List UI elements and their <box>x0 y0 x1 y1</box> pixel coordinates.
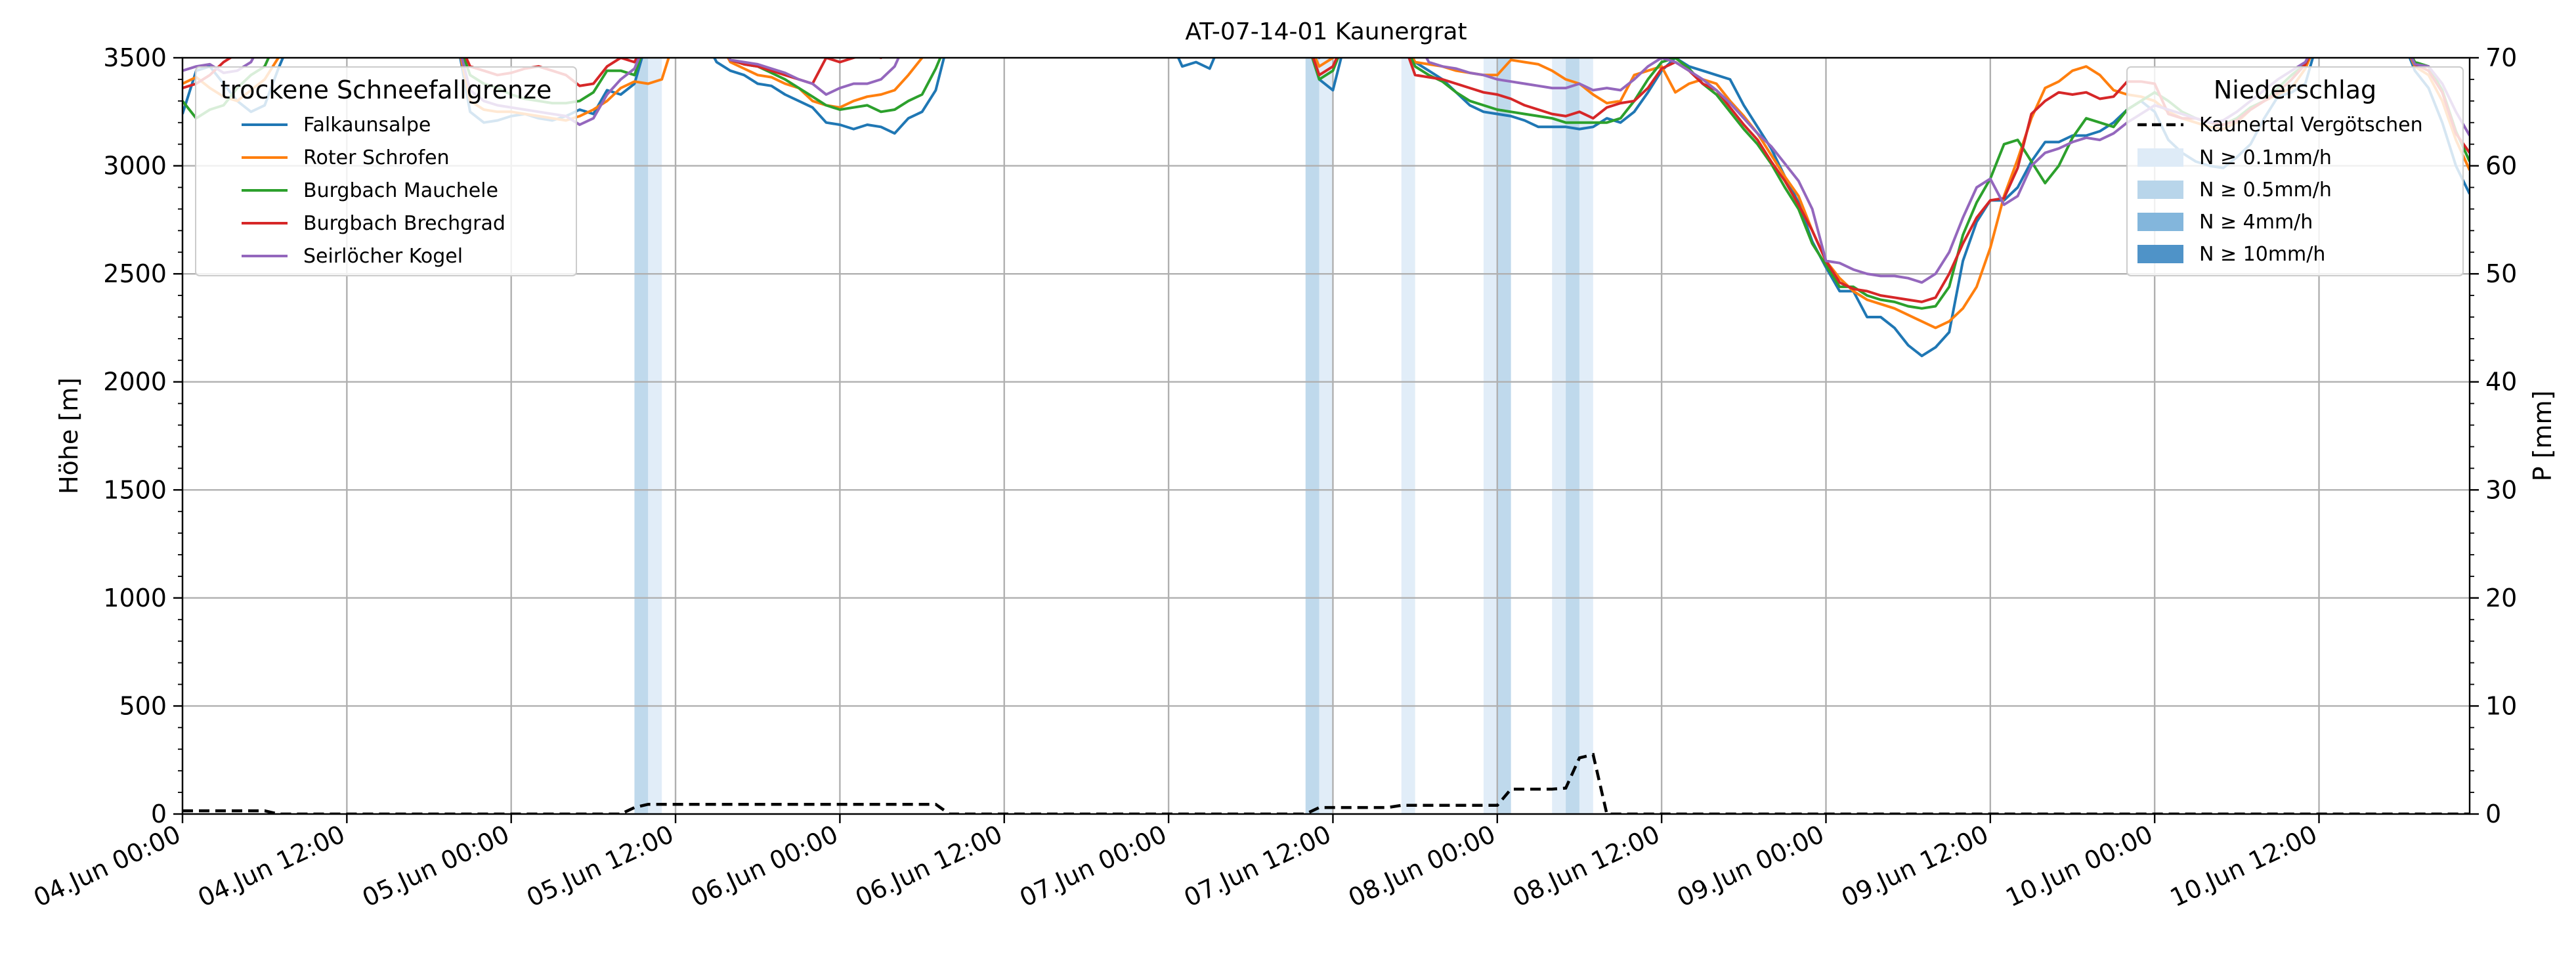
y2-tick-label: 30 <box>2485 475 2517 504</box>
legend-band-label-1: N ≥ 0.5mm/h <box>2199 179 2332 202</box>
precip-band-0 <box>634 58 649 814</box>
y2-tick-label: 20 <box>2485 584 2517 612</box>
legend-band-label-2: N ≥ 4mm/h <box>2199 211 2313 234</box>
precip-band-1 <box>648 58 662 814</box>
y2-tick-label: 10 <box>2485 691 2517 720</box>
precip-band-7 <box>1552 58 1566 814</box>
precip-band-6 <box>1497 58 1511 814</box>
precip-band-9 <box>1579 58 1593 814</box>
series-line-falkaunsalpe <box>182 58 2470 358</box>
y2-axis-label: P [mm] <box>2528 391 2557 482</box>
precip-band-4 <box>1401 58 1415 814</box>
y2-tick-label: 50 <box>2485 259 2517 288</box>
legend-band-swatch-1 <box>2137 181 2183 199</box>
right-axis-ticks: 0 10 20 30 40 50 60 70 <box>2470 43 2517 828</box>
legend-band-swatch-2 <box>2137 213 2183 231</box>
precipitation-bands <box>634 58 1593 814</box>
y-tick-label: 2500 <box>103 259 167 288</box>
precip-band-3 <box>1319 58 1333 814</box>
y-tick-label: 3500 <box>103 43 167 72</box>
precip-band-5 <box>1483 58 1497 814</box>
y2-tick-label: 40 <box>2485 368 2517 397</box>
y2-tick-label: 70 <box>2485 43 2517 72</box>
left-axis-ticks: 0 500 1000 1500 2000 2500 3000 3500 <box>103 43 182 828</box>
legend-label-falkaunsalpe: Falkaunsalpe <box>303 114 431 137</box>
plot-frame <box>181 56 2471 815</box>
legend-label-burgbach-mauchele: Burgbach Mauchele <box>303 179 498 202</box>
legend-snowfall: trockene Schneefallgrenze Falkaunsalpe Ro… <box>195 66 577 276</box>
legend-label-roter-schrofen: Roter Schrofen <box>303 146 450 169</box>
legend-precip-line-label: Kaunertal Vergötschen <box>2199 114 2423 137</box>
y-tick-label: 0 <box>151 800 167 828</box>
y2-tick-label: 60 <box>2485 152 2517 181</box>
legend-band-swatch-0 <box>2137 148 2183 167</box>
y-tick-label: 500 <box>119 691 167 720</box>
precip-band-2 <box>1305 58 1320 814</box>
y-tick-label: 3000 <box>103 152 167 181</box>
precipitation-line <box>182 752 2470 814</box>
y-axis-label: Höhe [m] <box>54 377 83 494</box>
legend-band-label-0: N ≥ 0.1mm/h <box>2199 146 2332 169</box>
precip-band-8 <box>1566 58 1579 814</box>
legend-precipitation: Niederschlag Kaunertal Vergötschen N ≥ 0… <box>2126 66 2464 276</box>
legend-band-label-3: N ≥ 10mm/h <box>2199 243 2325 266</box>
chart-title: AT-07-14-01 Kaunergrat <box>1185 18 1467 45</box>
legend-band-swatch-3 <box>2137 245 2183 263</box>
y-tick-label: 1500 <box>103 475 167 504</box>
series-line-kaunertal-vergotschen <box>182 752 2470 814</box>
legend-precipitation-title: Niederschlag <box>2214 75 2376 104</box>
y2-tick-label: 0 <box>2485 800 2501 828</box>
y-tick-label: 1000 <box>103 584 167 612</box>
legend-label-burgbach-brechgrad: Burgbach Brechgrad <box>303 212 505 235</box>
y-tick-label: 2000 <box>103 368 167 397</box>
legend-label-seirlocher-kogel: Seirlöcher Kogel <box>303 245 463 268</box>
legend-snowfall-title: trockene Schneefallgrenze <box>221 75 552 104</box>
